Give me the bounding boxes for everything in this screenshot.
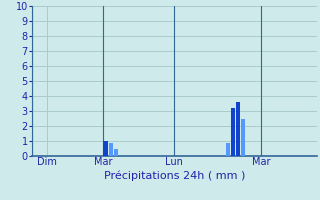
X-axis label: Précipitations 24h ( mm ): Précipitations 24h ( mm ) xyxy=(104,170,245,181)
Bar xyxy=(103,141,108,156)
Bar xyxy=(226,142,230,156)
Bar xyxy=(241,118,245,156)
Bar xyxy=(236,102,240,156)
Bar xyxy=(231,108,235,156)
Bar xyxy=(114,148,118,156)
Bar xyxy=(108,142,113,156)
